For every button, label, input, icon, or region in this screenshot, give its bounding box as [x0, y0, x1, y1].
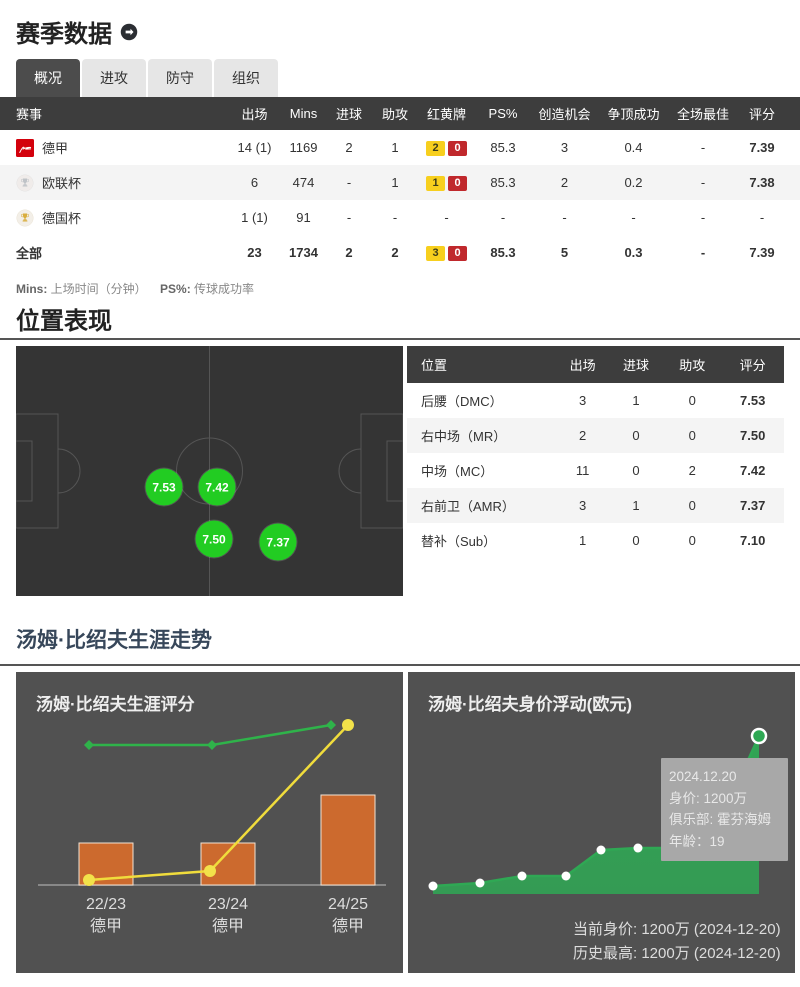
svg-text:德甲: 德甲	[332, 917, 364, 935]
svg-text:历史最高: 1200万 (2024-12-20): 历史最高: 1200万 (2024-12-20)	[573, 945, 781, 962]
svg-text:24/25: 24/25	[328, 896, 368, 913]
svg-text:当前身价: 1200万 (2024-12-20): 当前身价: 1200万 (2024-12-20)	[573, 921, 781, 938]
svg-text:德甲: 德甲	[212, 917, 244, 935]
svg-text:23/24: 23/24	[208, 896, 248, 913]
svg-text:德甲: 德甲	[90, 917, 122, 935]
svg-text:22/23: 22/23	[86, 896, 126, 913]
